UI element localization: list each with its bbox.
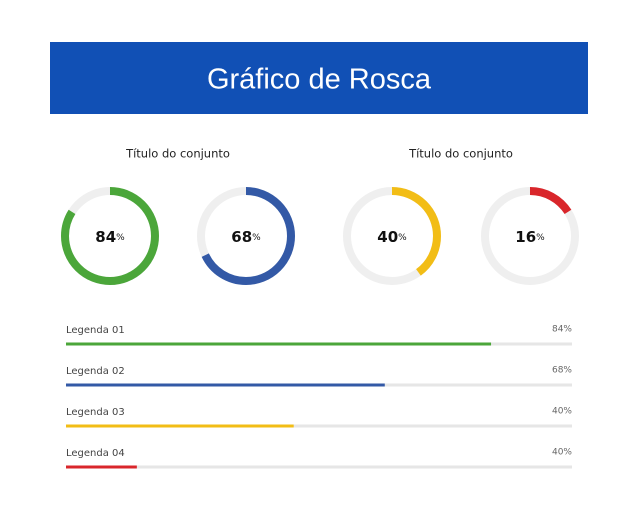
donut-value: 40 — [377, 228, 398, 246]
donut-unit: % — [398, 233, 407, 243]
legend-name: Legenda 02 — [66, 366, 125, 377]
donut-label: 16% — [515, 228, 545, 246]
group-title: Título do conjunto — [125, 147, 230, 161]
donut-value: 68 — [231, 228, 252, 246]
donut-value: 16 — [515, 228, 536, 246]
donut-value: 84 — [95, 228, 116, 246]
header-bar — [50, 42, 588, 114]
donut-unit: % — [116, 233, 125, 243]
header-title: Gráfico de Rosca — [207, 64, 432, 96]
group-title: Título do conjunto — [408, 147, 513, 161]
donut-unit: % — [252, 233, 261, 243]
donut-arc — [61, 187, 159, 285]
legend-name: Legenda 04 — [66, 448, 125, 459]
legend-name: Legenda 03 — [66, 407, 125, 418]
donut-arc — [343, 187, 441, 285]
legend-name: Legenda 01 — [66, 325, 125, 336]
donut-arc — [481, 187, 579, 285]
donut-label: 84% — [95, 228, 125, 246]
donut-unit: % — [536, 233, 545, 243]
donut-arc — [197, 187, 295, 285]
legend-percent: 40% — [552, 407, 572, 417]
legend-percent: 68% — [552, 366, 572, 376]
donut-label: 40% — [377, 228, 407, 246]
donut-label: 68% — [231, 228, 261, 246]
legend-percent: 84% — [552, 325, 572, 335]
legend-percent: 40% — [552, 448, 572, 458]
